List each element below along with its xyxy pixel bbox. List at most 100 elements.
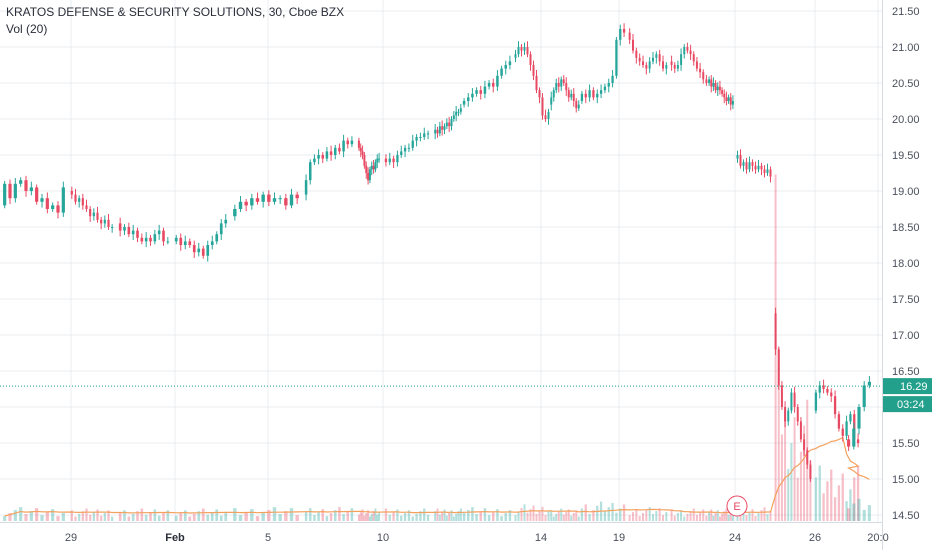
candle-body [56,205,60,213]
candle-body [359,147,362,152]
candle-body [716,86,719,91]
x-tick-label: 29 [65,532,77,544]
volume-bar [560,508,563,521]
volume-bar [532,505,535,521]
candle-body [118,223,122,231]
candle-body [396,155,399,163]
volume-bar [575,510,578,521]
volume-bar [188,516,192,521]
candle-body [570,93,573,98]
volume-bar [628,515,631,521]
candle-body [535,75,538,91]
session-feb-13 [580,23,626,104]
volume-bar [426,514,430,521]
session-feb-10 [462,55,512,108]
volume-bar [475,514,478,521]
session-feb-6 [384,127,430,168]
candle-body [723,93,726,98]
volume-bar [118,512,122,521]
session-feb-19 [708,75,734,111]
candle-body [739,155,742,166]
volume-bar [149,512,152,521]
volume-bar [680,510,683,521]
y-tick-label: 18.50 [892,222,920,234]
volume-bar [712,515,715,521]
volume-bar [384,508,388,521]
candle-body [450,119,453,127]
volume-bar [140,508,144,521]
candle-body [547,111,550,119]
volume-bar [673,515,676,521]
candle-body [479,90,482,94]
candle-body [655,54,658,58]
candle-body [70,191,73,195]
volume-bar [441,512,444,521]
candle-body [562,79,565,83]
volume-bar [250,509,254,521]
volume-bar [411,516,414,521]
candle-body [267,194,271,202]
volume-bar [596,505,599,521]
volume-bar [272,507,277,521]
candle-body [392,158,395,163]
candle-body [745,162,748,170]
candle-body [407,147,411,149]
x-tick-label: 19 [613,532,625,544]
candle-body [35,187,39,202]
volume-bar [24,514,28,521]
candle-body [727,97,730,101]
volume-bar [514,515,517,521]
volume-bar [557,511,560,521]
candle-body [852,428,856,447]
candle-body [702,72,705,80]
x-tick-label: 14 [535,532,547,544]
volume-bar [127,516,131,521]
candle-body [520,47,523,51]
candle-body [622,29,626,33]
volume-bar [338,507,341,521]
volume-bar [445,515,448,521]
y-tick-label: 18.00 [892,258,920,270]
candle-body [403,147,407,152]
volume-bar [837,485,841,521]
candle-body [471,93,474,98]
candle-body [272,198,277,202]
candle-body [799,421,802,440]
candle-body [532,65,535,76]
candle-body [153,234,157,242]
candle-body [374,162,377,170]
candle-body [826,389,829,393]
volume-bar [718,516,721,521]
volume-bar [841,473,844,521]
volume-bar [526,512,529,521]
volume-bar [483,508,487,521]
volume-bar [233,508,237,521]
candle-body [45,198,49,209]
candle-body [596,93,599,98]
volume-bar [107,510,110,521]
volume-bar [754,516,757,521]
volume-bar [92,512,95,521]
volume-bar [111,516,114,521]
candle-body [514,54,517,58]
candle-body [92,212,95,217]
volume-bar [658,508,661,521]
candle-body [459,108,462,112]
candle-body [777,349,780,386]
volume-bar [455,513,458,521]
candle-body [215,234,219,242]
grid [0,0,882,522]
x-tick-label: Feb [165,532,185,544]
volume-bar [847,508,851,521]
candle-body [867,381,871,386]
y-tick-label: 19.00 [892,186,920,198]
session-feb-5 [357,137,381,185]
y-tick-label: 15.00 [892,474,920,486]
volume-bar [555,513,558,521]
candle-body [673,65,676,69]
volume-bar [727,514,730,521]
volume-bar [780,434,783,521]
candle-body [699,68,702,73]
volume-bar [796,477,799,521]
